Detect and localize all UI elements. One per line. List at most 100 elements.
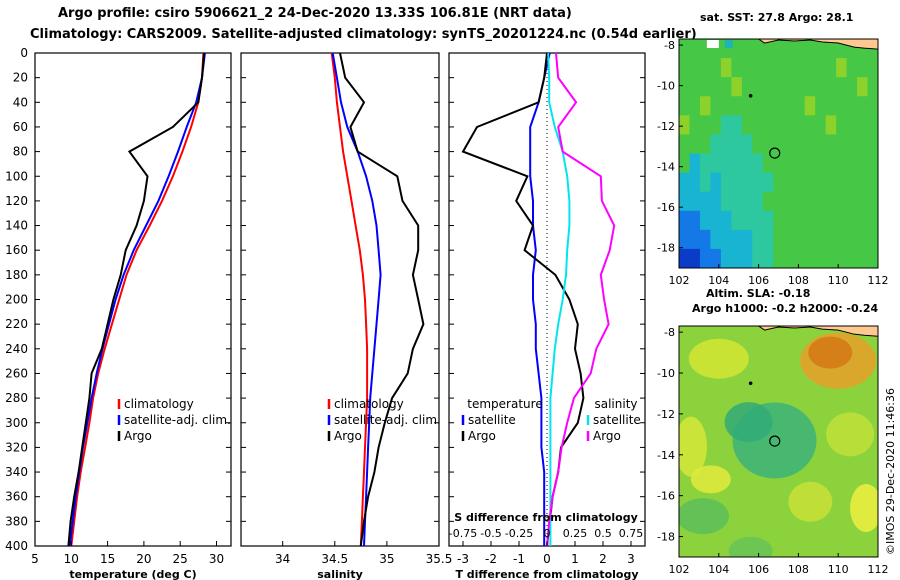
sst-cell	[762, 96, 774, 116]
sst-missing-cell	[706, 40, 719, 49]
depth-tick-label: 220	[5, 317, 28, 331]
xtick-label-diff: 0	[543, 552, 551, 566]
sst-cell	[699, 153, 712, 174]
sst-cell	[762, 77, 774, 97]
sst-cell	[836, 191, 848, 212]
sst-cell	[679, 77, 691, 97]
legend-diff-left-label: Argo	[468, 429, 496, 443]
depth-tick-label: 60	[13, 120, 28, 134]
sst-cell	[752, 134, 764, 155]
sst-cell	[762, 210, 774, 231]
sst-cell	[689, 58, 701, 78]
depth-tick-label: 180	[5, 268, 28, 282]
sst-cell	[720, 172, 732, 193]
sst-cell	[731, 248, 743, 268]
land-java	[757, 326, 878, 337]
sst-cell	[825, 229, 837, 250]
series-sal-argo	[339, 52, 425, 547]
sst-cell	[762, 58, 774, 78]
series-diff-temperature-satellite	[529, 52, 551, 546]
sst-cell	[857, 248, 869, 268]
sst-cell	[720, 115, 732, 136]
sst-cell	[710, 210, 722, 231]
depth-tick-label: 160	[5, 243, 28, 257]
sla-anomaly-blob	[688, 338, 749, 379]
sst-cell	[710, 77, 722, 97]
sst-cell	[846, 134, 858, 155]
sst-cell	[679, 134, 691, 155]
sst-cell	[762, 134, 774, 155]
sst-cell	[741, 191, 753, 212]
imos-credit: ©IMOS 29-Dec-2020 11:46:36	[884, 388, 897, 555]
sst-cell	[857, 77, 869, 97]
sst-cell	[804, 39, 816, 59]
sst-cell	[741, 153, 753, 174]
sst-cell	[815, 153, 827, 174]
sst-cell	[867, 229, 878, 250]
sst-cell	[679, 248, 691, 268]
series-diff-salinity-satellite	[547, 52, 571, 546]
sst-cell	[783, 115, 795, 136]
sst-cell	[857, 210, 869, 231]
sst-cell	[825, 58, 837, 78]
sst-lon-label: 108	[788, 274, 809, 287]
sst-cell	[699, 229, 712, 250]
sst-cell	[857, 172, 869, 193]
panel-frame-sal	[240, 52, 440, 547]
sst-lat-label: -16	[657, 201, 675, 214]
sst-cell	[710, 39, 722, 59]
sst-cell	[783, 191, 795, 212]
sla-anomaly-blob	[826, 412, 875, 457]
sla-map-title-line2: Argo h1000: -0.2 h2000: -0.24	[692, 302, 879, 315]
sst-cell	[710, 191, 722, 212]
sst-map-field	[679, 39, 878, 268]
sst-cell	[752, 77, 764, 97]
sst-cell	[731, 191, 743, 212]
sst-cell	[773, 153, 785, 174]
xtick-label-temp: 10	[64, 552, 79, 566]
secondary-axis-label: S difference from climatology	[454, 511, 638, 524]
sst-cell	[773, 39, 785, 59]
series-temp-argo	[67, 52, 206, 547]
sst-lon-label: 112	[868, 274, 889, 287]
depth-tick-label: 140	[5, 219, 28, 233]
sst-cell	[804, 115, 816, 136]
sst-cell	[794, 58, 806, 78]
sst-cell	[825, 96, 837, 116]
sla-anomaly-blob	[728, 536, 773, 557]
xtick-label-sal: 35	[379, 552, 394, 566]
nearby-float-marker	[748, 381, 753, 386]
sla-map-field	[679, 326, 878, 557]
sst-cell	[846, 58, 858, 78]
header-line2: Climatology: CARS2009. Satellite-adjuste…	[30, 27, 697, 42]
sst-cell	[783, 229, 795, 250]
sst-cell	[804, 96, 816, 116]
sst-cell	[720, 191, 732, 212]
sst-cell	[867, 134, 878, 155]
sst-cell	[689, 248, 701, 268]
sst-cell	[857, 153, 869, 174]
depth-tick-label: 320	[5, 440, 28, 454]
secondary-tick-label: 0.75	[619, 527, 644, 540]
sst-cell	[752, 39, 764, 59]
sst-cell	[825, 153, 837, 174]
sst-cell	[815, 58, 827, 78]
sst-cell	[783, 153, 795, 174]
sst-cell	[794, 210, 806, 231]
sst-cell	[752, 172, 764, 193]
depth-tick-label: 0	[20, 46, 28, 60]
sst-cell	[825, 39, 837, 59]
sst-cell	[741, 172, 753, 193]
xtick-label-temp: 5	[31, 552, 39, 566]
secondary-tick-label: 0.25	[563, 527, 588, 540]
sst-map: 102 104 106 108 110 112 -8 -10 -12 -14 -16 -18	[657, 38, 889, 287]
legend-sal-label: climatology	[334, 397, 404, 411]
depth-tick-label: 260	[5, 366, 28, 380]
sst-cell	[857, 115, 869, 136]
sla-lat-label: -18	[657, 531, 675, 544]
sst-cell	[720, 58, 732, 78]
xlabel-temp: temperature (deg C)	[69, 568, 196, 580]
sla-anomaly-blob	[808, 336, 853, 369]
sla-anomaly-blob	[679, 416, 707, 477]
